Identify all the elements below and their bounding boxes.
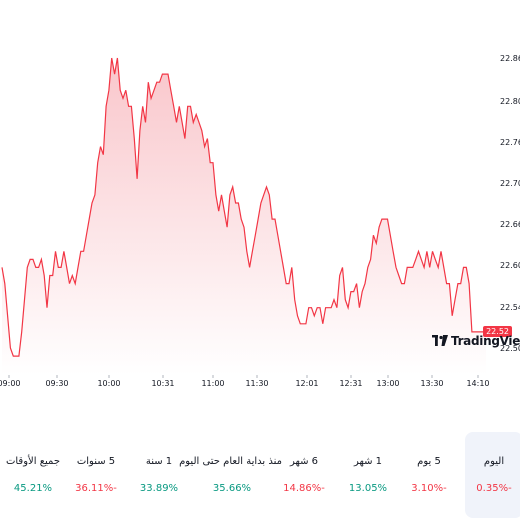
- y-tick-label: 22.50: [500, 344, 520, 353]
- x-tick-label: 09:00: [0, 379, 21, 388]
- performance-period-6[interactable]: 5 سنوات 36.11%-: [67, 432, 125, 518]
- y-tick-label: 22.54: [500, 303, 520, 312]
- y-tick-label: 22.70: [500, 179, 520, 188]
- performance-value: 33.89%: [139, 483, 179, 494]
- performance-value: 3.10%-: [411, 483, 447, 494]
- performance-period-4[interactable]: منذ بداية العام حتى اليوم 35.66%: [179, 432, 282, 518]
- tradingview-logo-icon: [432, 335, 448, 346]
- performance-label: 5 سنوات: [76, 456, 116, 467]
- last-price-badge: 22.52: [483, 326, 512, 337]
- price-chart[interactable]: 22.86 22.80 22.76 22.70 22.66 22.60 22.54 22.50…: [0, 0, 520, 400]
- performance-value: 14.86%-: [283, 483, 325, 494]
- tradingview-logo-text: TradingView: [451, 334, 520, 348]
- x-tick-label: 14:10: [466, 379, 489, 388]
- x-tick-label: 10:31: [151, 379, 174, 388]
- performance-period-5[interactable]: 1 سنة 33.89%: [130, 432, 188, 518]
- price-area-fill: [2, 58, 486, 375]
- y-tick-label: 22.76: [500, 138, 520, 147]
- performance-row: اليوم 0.35%- 5 يوم 3.10%- 1 شهر 13.05% 6 شهر 14…: [0, 432, 520, 518]
- x-tick-label: 11:00: [201, 379, 224, 388]
- performance-label: 1 سنة: [145, 456, 173, 467]
- performance-value: 0.35%-: [476, 483, 512, 494]
- x-tick-label: 12:31: [339, 379, 362, 388]
- performance-period-2[interactable]: 1 شهر 13.05%: [339, 432, 397, 518]
- performance-label: 5 يوم: [417, 456, 441, 467]
- performance-label: اليوم: [483, 456, 505, 467]
- y-tick-label: 22.60: [500, 261, 520, 270]
- performance-period-3[interactable]: 6 شهر 14.86%-: [275, 432, 333, 518]
- y-tick-label: 22.66: [500, 220, 520, 229]
- performance-period-0[interactable]: اليوم 0.35%-: [465, 432, 520, 518]
- chart-canvas[interactable]: 22.86 22.80 22.76 22.70 22.66 22.60 22.54 22.50…: [0, 0, 520, 400]
- performance-value: 35.66%: [212, 483, 252, 494]
- x-tick-label: 10:00: [97, 379, 120, 388]
- performance-label: جميع الأوقات: [5, 456, 61, 467]
- performance-period-7[interactable]: جميع الأوقات 45.21%: [4, 432, 62, 518]
- tradingview-logo[interactable]: TradingView: [432, 334, 520, 348]
- performance-value: 13.05%: [348, 483, 388, 494]
- x-tick-label: 09:30: [45, 379, 68, 388]
- y-tick-label: 22.86: [500, 54, 520, 63]
- performance-period-1[interactable]: 5 يوم 3.10%-: [400, 432, 458, 518]
- performance-value: 45.21%: [13, 483, 53, 494]
- x-tick-label: 12:01: [295, 379, 318, 388]
- x-tick-label: 13:30: [420, 379, 443, 388]
- x-tick-label: 13:00: [376, 379, 399, 388]
- performance-label: 6 شهر: [289, 456, 319, 467]
- y-tick-label: 22.80: [500, 97, 520, 106]
- performance-label: منذ بداية العام حتى اليوم: [179, 456, 282, 467]
- performance-value: 36.11%-: [75, 483, 117, 494]
- price-line: [1, 57, 486, 357]
- x-tick-label: 11:30: [245, 379, 268, 388]
- performance-label: 1 شهر: [353, 456, 383, 467]
